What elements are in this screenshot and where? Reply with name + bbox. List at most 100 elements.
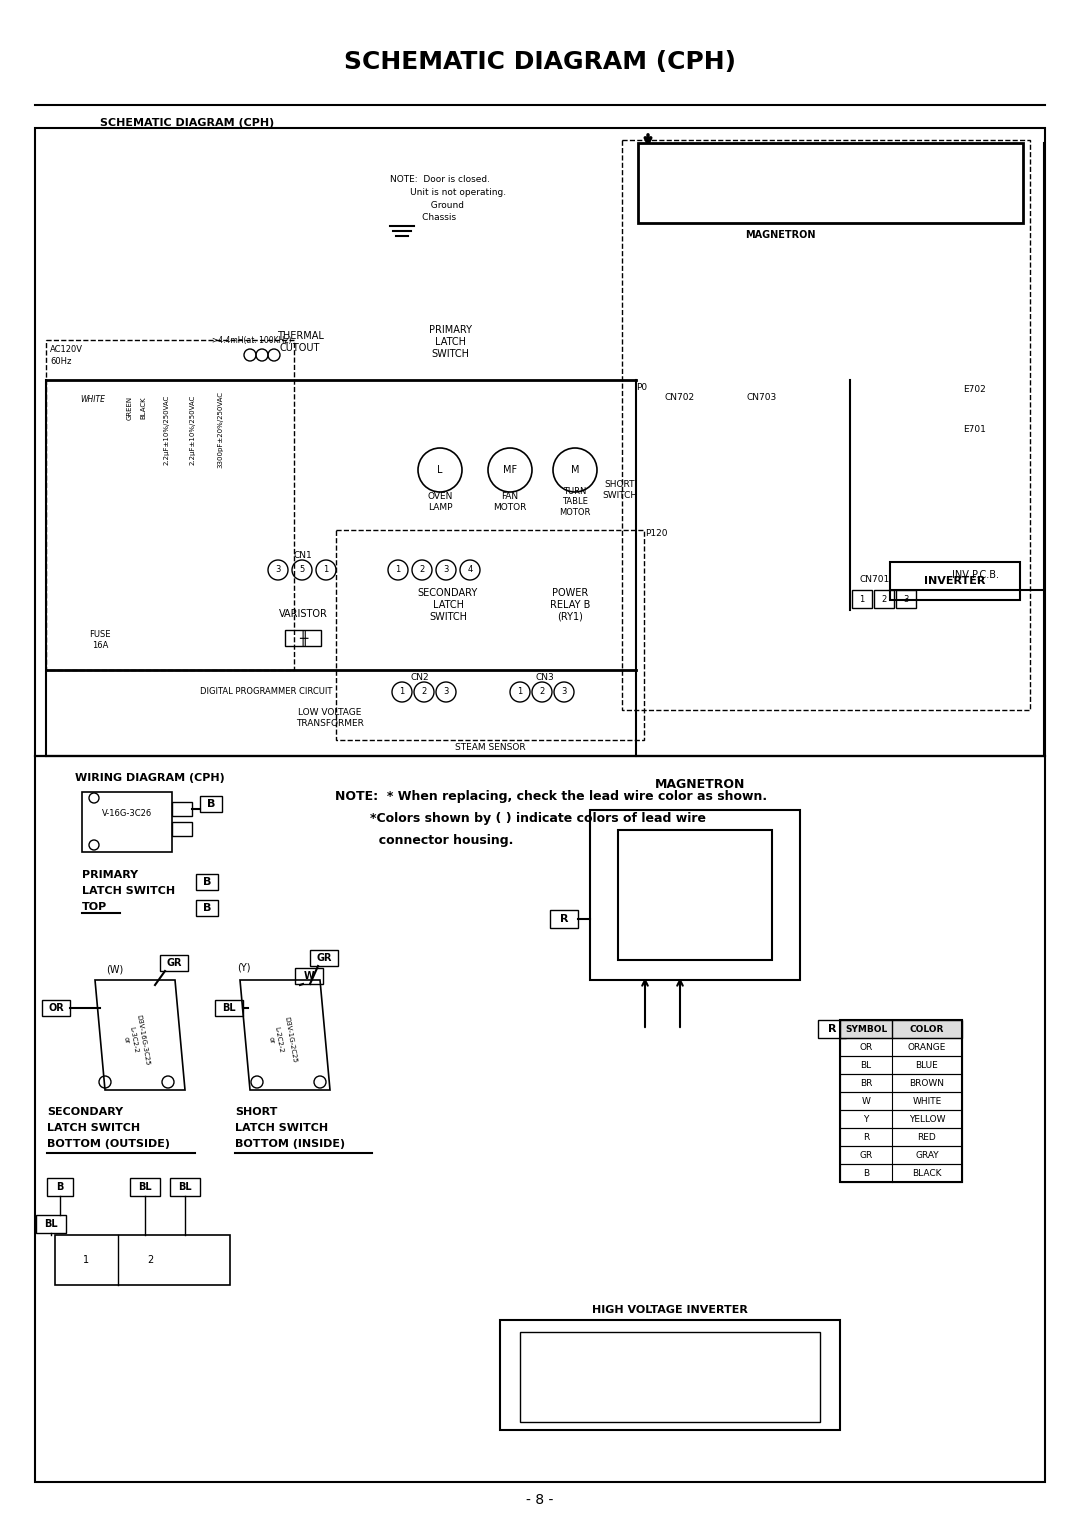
- Text: AC120V: AC120V: [50, 345, 83, 354]
- Text: DIGITAL PROGRAMMER CIRCUIT: DIGITAL PROGRAMMER CIRCUIT: [200, 688, 333, 697]
- Text: CAUTION:
HIGH VOLTAGE AREA: CAUTION: HIGH VOLTAGE AREA: [676, 151, 883, 189]
- Text: L-3C2-2
or: L-3C2-2 or: [121, 1025, 138, 1054]
- Bar: [200, 796, 222, 811]
- Text: connector housing.: connector housing.: [335, 834, 513, 847]
- Text: GR: GR: [166, 958, 181, 969]
- Bar: [130, 1178, 160, 1196]
- Text: BR: BR: [860, 1079, 873, 1088]
- Text: 1: 1: [323, 565, 328, 575]
- Text: P120: P120: [645, 530, 667, 538]
- Text: 1: 1: [400, 688, 405, 697]
- Text: CN703: CN703: [747, 394, 778, 402]
- Text: (Y): (Y): [237, 963, 251, 973]
- Bar: [195, 874, 218, 889]
- Bar: [170, 1178, 200, 1196]
- Bar: [840, 1074, 962, 1093]
- Text: OVEN
LAMP: OVEN LAMP: [428, 492, 453, 512]
- Bar: [840, 1146, 962, 1164]
- Text: - 8 -: - 8 -: [526, 1493, 554, 1507]
- Text: B: B: [206, 799, 215, 808]
- Text: BL: BL: [222, 1002, 235, 1013]
- Bar: [618, 830, 772, 960]
- Text: LATCH SWITCH: LATCH SWITCH: [82, 886, 175, 895]
- Text: TURN
TABLE
MOTOR: TURN TABLE MOTOR: [559, 487, 591, 516]
- Text: R: R: [863, 1132, 869, 1141]
- Text: WHITE: WHITE: [913, 1097, 942, 1105]
- Text: STEAM SENSOR: STEAM SENSOR: [455, 744, 525, 752]
- Text: ╫: ╫: [299, 630, 307, 646]
- Text: L: L: [437, 465, 443, 475]
- Text: VARISTOR: VARISTOR: [279, 610, 327, 619]
- Text: B: B: [56, 1183, 64, 1192]
- Bar: [500, 1320, 840, 1430]
- Bar: [36, 1215, 66, 1233]
- Text: E701: E701: [963, 425, 986, 434]
- Text: SHORT
SWITCH: SHORT SWITCH: [603, 480, 637, 500]
- Text: SCHEMATIC DIAGRAM (CPH): SCHEMATIC DIAGRAM (CPH): [100, 118, 274, 128]
- Bar: [840, 1109, 962, 1128]
- Text: FUSE
16A: FUSE 16A: [90, 630, 111, 649]
- Text: 2: 2: [539, 688, 544, 697]
- Text: FAN
MOTOR: FAN MOTOR: [494, 492, 527, 512]
- Text: GRAY: GRAY: [915, 1151, 939, 1160]
- Bar: [295, 969, 323, 984]
- Text: 3: 3: [443, 565, 448, 575]
- Text: CN3: CN3: [536, 674, 554, 683]
- Text: THERMAL
CUTOUT: THERMAL CUTOUT: [276, 332, 323, 353]
- Bar: [590, 810, 800, 979]
- Text: PRIMARY
LATCH
SWITCH: PRIMARY LATCH SWITCH: [429, 325, 472, 359]
- Text: B: B: [863, 1169, 869, 1178]
- Bar: [172, 822, 192, 836]
- Text: 3300pF±20%/250VAC: 3300pF±20%/250VAC: [217, 391, 222, 469]
- Text: 5: 5: [299, 565, 305, 575]
- Bar: [622, 141, 1030, 711]
- Bar: [840, 1128, 962, 1146]
- Text: 3: 3: [443, 688, 448, 697]
- Text: BROWN: BROWN: [909, 1079, 945, 1088]
- Text: MAGNETRON: MAGNETRON: [654, 778, 745, 792]
- Text: ORANGE: ORANGE: [908, 1042, 946, 1051]
- Text: WIRING DIAGRAM (CPH): WIRING DIAGRAM (CPH): [75, 773, 225, 782]
- Bar: [874, 590, 894, 608]
- Text: 3: 3: [562, 688, 567, 697]
- Bar: [840, 1164, 962, 1183]
- Text: W: W: [862, 1097, 870, 1105]
- Text: BLACK: BLACK: [140, 397, 146, 419]
- Text: P0: P0: [636, 384, 647, 393]
- Text: MF: MF: [503, 465, 517, 475]
- Text: 1: 1: [395, 565, 401, 575]
- Text: L-2C2-2
or: L-2C2-2 or: [267, 1025, 284, 1054]
- Text: 2.2µF±10%/250VAC: 2.2µF±10%/250VAC: [190, 394, 195, 465]
- Text: BLUE: BLUE: [916, 1060, 939, 1070]
- Text: 2.2µF±10%/250VAC: 2.2µF±10%/250VAC: [164, 394, 170, 465]
- Bar: [82, 792, 172, 853]
- Bar: [840, 1093, 962, 1109]
- Text: 2: 2: [881, 594, 887, 604]
- Text: POWER
RELAY B
(RY1): POWER RELAY B (RY1): [550, 588, 590, 622]
- Text: RED: RED: [918, 1132, 936, 1141]
- Text: M: M: [570, 465, 579, 475]
- Text: 3: 3: [903, 594, 908, 604]
- Text: SYMBOL: SYMBOL: [845, 1024, 887, 1033]
- Text: CN2: CN2: [410, 674, 430, 683]
- Text: 2: 2: [147, 1254, 153, 1265]
- Bar: [46, 341, 294, 669]
- Text: BL: BL: [861, 1060, 872, 1070]
- Text: INVERTER: INVERTER: [924, 576, 986, 587]
- Text: BOTTOM (OUTSIDE): BOTTOM (OUTSIDE): [48, 1138, 170, 1149]
- Text: 3: 3: [275, 565, 281, 575]
- Text: >4.4mH(at. 100KHz): >4.4mH(at. 100KHz): [213, 336, 292, 344]
- Bar: [160, 955, 188, 970]
- Text: OR: OR: [860, 1042, 873, 1051]
- Bar: [519, 1332, 820, 1423]
- Text: BLACK: BLACK: [913, 1169, 942, 1178]
- Text: 60Hz: 60Hz: [50, 358, 71, 367]
- Bar: [310, 950, 338, 966]
- Bar: [336, 530, 644, 740]
- Text: PRIMARY: PRIMARY: [82, 869, 138, 880]
- Text: COLOR: COLOR: [909, 1024, 944, 1033]
- Text: 1: 1: [83, 1254, 89, 1265]
- Text: HIGH VOLTAGE INVERTER: HIGH VOLTAGE INVERTER: [592, 1305, 748, 1316]
- Bar: [550, 911, 578, 927]
- Text: Chassis: Chassis: [402, 212, 456, 222]
